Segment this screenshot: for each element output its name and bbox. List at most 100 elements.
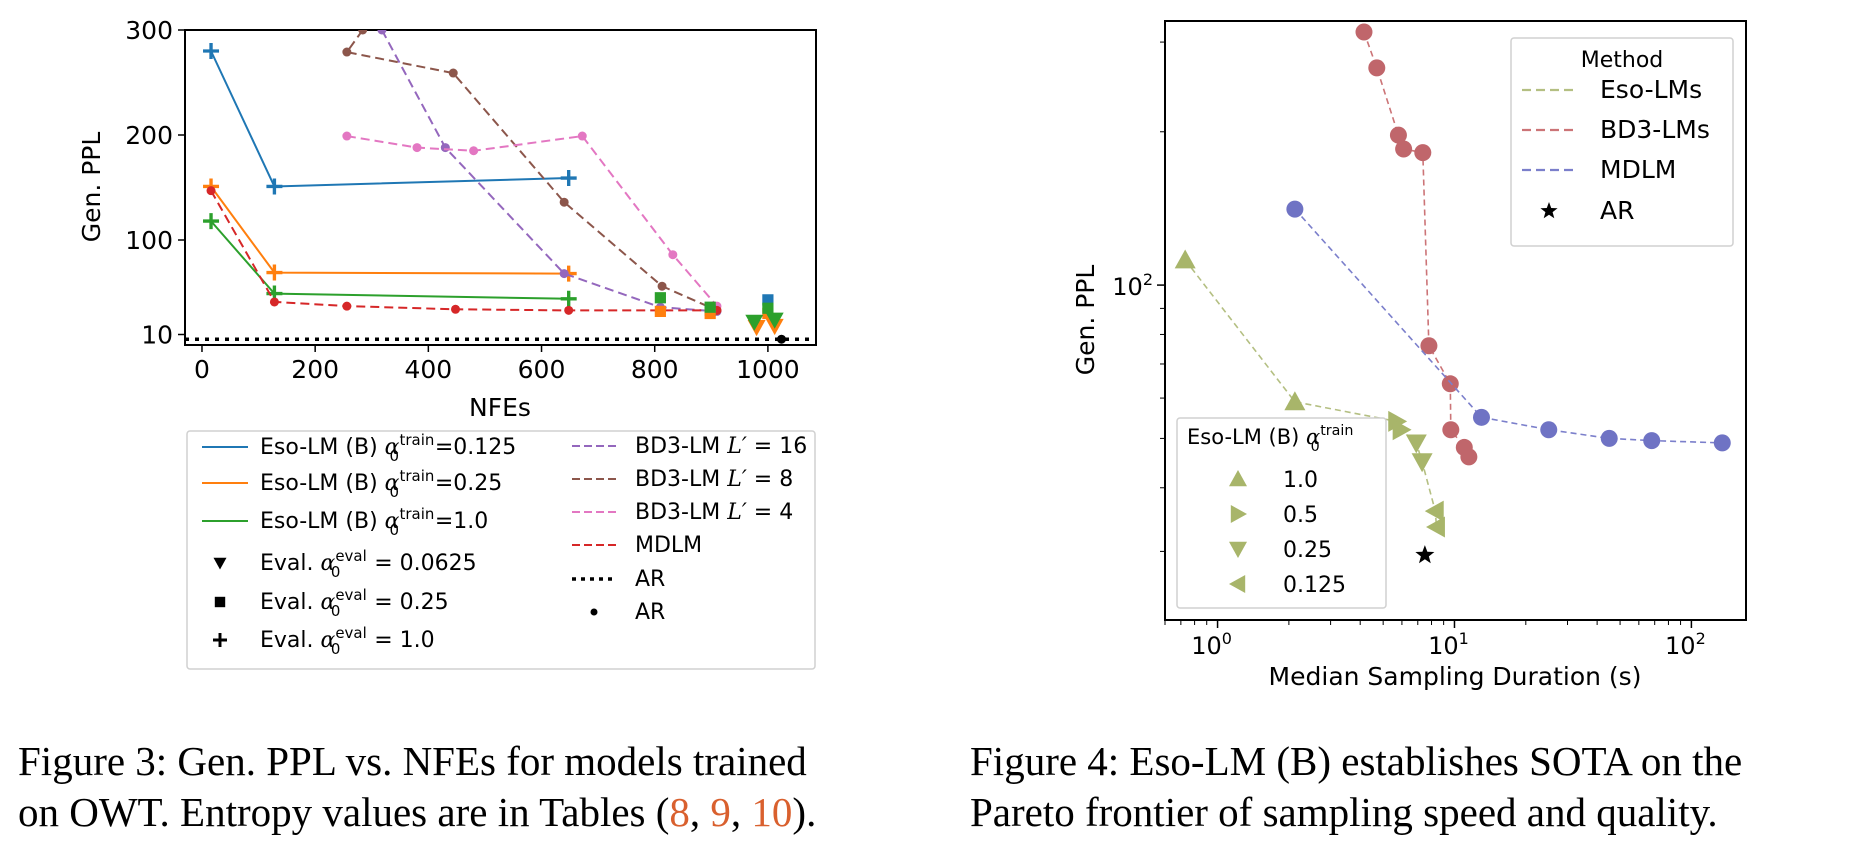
left-point-5-2 bbox=[469, 146, 479, 156]
table-ref-8[interactable]: 8 bbox=[669, 789, 690, 835]
eso-legend-label-2: 0.25 bbox=[1283, 538, 1332, 563]
left-point-5-3 bbox=[577, 131, 587, 141]
eso-legend: Eso-LM (B) αtrain 0 1.0 0.5 0.25 0.125 bbox=[1187, 423, 1353, 598]
left-legend2-label-0: BD3-LM L′ = 16 bbox=[635, 434, 807, 459]
left-xtick-label-3: 600 bbox=[518, 355, 566, 384]
left-point-1-2 bbox=[560, 265, 577, 282]
right-point-0-6 bbox=[1424, 500, 1444, 522]
left-ytick-label-0: 10 bbox=[141, 321, 173, 350]
left-point-2-0 bbox=[203, 213, 220, 230]
eso-legend-marker-2 bbox=[1229, 541, 1247, 558]
right-point-2-5 bbox=[1713, 434, 1731, 452]
right-point-0-4 bbox=[1405, 434, 1427, 454]
eso-legend-marker-3 bbox=[1229, 575, 1246, 593]
right-point-2-0 bbox=[1286, 200, 1304, 218]
left-point-6-0 bbox=[206, 186, 216, 196]
left-point-3-2 bbox=[559, 269, 569, 279]
left-legend-label-1: Eso-LM (B) αtrain 0 =0.25 bbox=[260, 467, 502, 501]
method-legend-title: Method bbox=[1581, 48, 1664, 73]
method-legend: Eso-LMs BD3-LMs MDLM AR bbox=[1522, 75, 1710, 225]
left-legend-marker-0 bbox=[213, 557, 227, 570]
left-y-axis-label: Gen. PPL bbox=[77, 132, 106, 243]
left-eval-marker-2-3 bbox=[765, 312, 784, 329]
left-point-0-1 bbox=[266, 178, 283, 195]
left-ytick-label-3: 300 bbox=[125, 16, 173, 45]
left-point-5-4 bbox=[668, 250, 678, 260]
left-series-line-5 bbox=[346, 135, 718, 307]
left-legend-marker-label-1: Eval. αeval 0 = 0.25 bbox=[260, 586, 449, 620]
left-xtick-label-4: 800 bbox=[631, 355, 679, 384]
method-legend-label-1: BD3-LMs bbox=[1600, 115, 1710, 144]
method-legend-label-0: Eso-LMs bbox=[1600, 75, 1702, 104]
left-point-2-2 bbox=[560, 290, 577, 307]
right-point-0-0 bbox=[1174, 249, 1196, 269]
left-legend-marker-label-2: Eval. αeval 0 = 1.0 bbox=[260, 624, 435, 658]
left-series-line-3 bbox=[381, 30, 718, 313]
left-point-0-0 bbox=[203, 43, 220, 59]
left-plot-frame bbox=[184, 29, 817, 346]
right-point-0-7 bbox=[1426, 516, 1445, 538]
eso-legend-frame bbox=[1176, 417, 1387, 609]
left-legend2-label-5: AR bbox=[635, 600, 665, 625]
left-series-line-6 bbox=[210, 190, 717, 312]
right-point-1-1 bbox=[1368, 59, 1386, 77]
left-caption-line1: Figure 3: Gen. PPL vs. NFEs for models t… bbox=[18, 738, 807, 784]
eso-legend-marker-0 bbox=[1229, 470, 1247, 487]
right-point-1-2 bbox=[1389, 126, 1407, 144]
right-point-1-0 bbox=[1355, 23, 1373, 41]
right-point-2-1 bbox=[1472, 408, 1490, 426]
left-eval-marker-1-0 bbox=[654, 305, 666, 317]
right-point-1-3 bbox=[1395, 140, 1413, 158]
left-legend-marker-1 bbox=[214, 596, 226, 608]
left-ytick-label-2: 200 bbox=[125, 121, 173, 150]
eso-legend-marker-1 bbox=[1230, 505, 1247, 523]
left-point-4-3 bbox=[559, 197, 569, 207]
left-caption-line2-suffix: ). bbox=[792, 789, 817, 835]
left-legend2-label-1: BD3-LM L′ = 8 bbox=[635, 467, 793, 492]
left-point-4-4 bbox=[657, 281, 667, 291]
left-eval-marker-2-1 bbox=[704, 301, 716, 313]
right-ytick-label-0: 102 bbox=[1112, 270, 1153, 301]
method-legend-marker-3 bbox=[1540, 202, 1558, 219]
table-ref-9[interactable]: 9 bbox=[710, 789, 731, 835]
left-point-6-1 bbox=[269, 297, 279, 307]
right-series-line-2 bbox=[1294, 208, 1723, 444]
right-point-1-4 bbox=[1414, 144, 1432, 162]
right-point-1-7 bbox=[1442, 421, 1460, 439]
right-y-axis-label: Gen. PPL bbox=[1071, 265, 1100, 376]
right-point-0-3 bbox=[1392, 419, 1412, 441]
left-point-0-2 bbox=[560, 170, 577, 187]
left-chart-axes: 0 200 400 600 800 1000 10 100 200 300 bbox=[125, 16, 799, 384]
right-xtick-label-1: 101 bbox=[1428, 629, 1469, 660]
right-point-0-5 bbox=[1411, 453, 1433, 473]
right-point-1-9 bbox=[1460, 448, 1478, 466]
right-point-2-2 bbox=[1540, 421, 1558, 439]
right-series-line-1 bbox=[1363, 31, 1470, 458]
right-chart-marks bbox=[1174, 23, 1731, 564]
left-point-3-0 bbox=[377, 30, 387, 35]
left-chart-marks bbox=[185, 30, 816, 344]
table-ref-10[interactable]: 10 bbox=[751, 789, 793, 835]
eso-legend-title: Eso-LM (B) αtrain 0 bbox=[1187, 423, 1353, 455]
left-xtick-label-1: 200 bbox=[291, 355, 339, 384]
left-point-4-0 bbox=[358, 30, 368, 35]
left-point-6-2 bbox=[342, 301, 352, 311]
left-point-3-1 bbox=[440, 143, 450, 153]
right-point-2-4 bbox=[1643, 432, 1661, 450]
left-point-4-1 bbox=[342, 47, 352, 57]
left-caption-line2-prefix: on OWT. Entropy values are in Tables ( bbox=[18, 789, 670, 835]
left-xtick-label-5: 1000 bbox=[736, 355, 800, 384]
left-point-2-1 bbox=[266, 285, 283, 302]
left-point-1-1 bbox=[266, 264, 283, 281]
right-xtick-label-2: 102 bbox=[1665, 629, 1706, 660]
right-point-2-3 bbox=[1600, 429, 1618, 447]
left-eval-marker-0-0 bbox=[762, 294, 774, 306]
chart-duration-vs-ppl: 100 101 102 102 Median Sampling Duration (s… bbox=[1071, 20, 1747, 691]
right-chart-axes: 100 101 102 102 bbox=[1112, 41, 1706, 660]
right-caption-line2: Pareto frontier of sampling speed and qu… bbox=[970, 789, 1718, 835]
left-legend-label-0: Eso-LM (B) αtrain 0 =0.125 bbox=[260, 431, 516, 465]
left-point-5-0 bbox=[342, 131, 352, 141]
left-point-5-1 bbox=[412, 143, 422, 153]
